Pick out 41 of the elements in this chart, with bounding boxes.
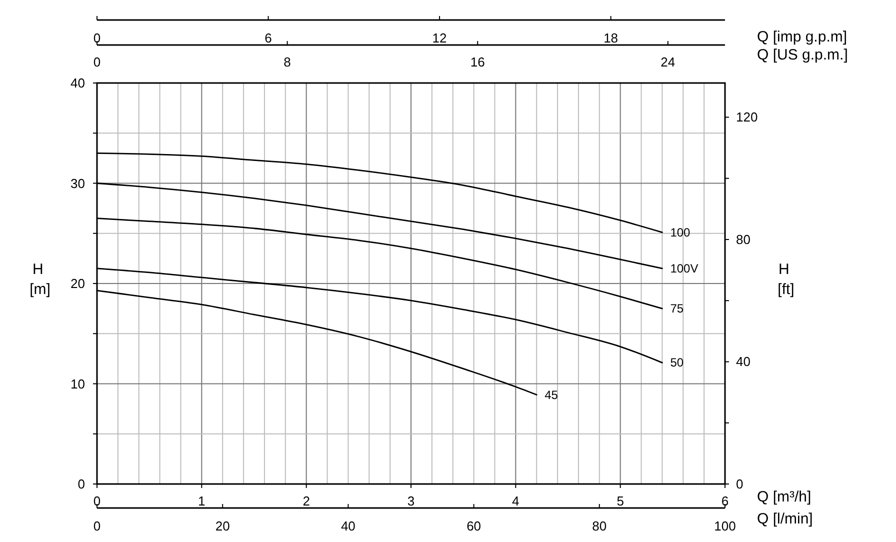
x-tick-label: 1 [198, 494, 206, 508]
x2-axis-title: Q [US g.p.m.] [757, 46, 848, 64]
series-label: 50 [670, 356, 684, 370]
x2-tick-label: 0 [93, 30, 101, 46]
x-tick-label: 5 [616, 494, 624, 508]
x-tick-label: 3 [407, 494, 415, 508]
series-label: 45 [544, 388, 558, 402]
x2-tick-label: 16 [470, 54, 485, 70]
x-axis-title: Q [l/min] [757, 510, 813, 528]
x2-tick-label: 6 [264, 30, 272, 46]
series-label: 75 [670, 302, 684, 316]
x-tick-label: 20 [215, 518, 230, 534]
series-label: 100 [670, 225, 691, 240]
x2-tick-label: 8 [284, 54, 291, 70]
y-tick-label: 20 [70, 276, 85, 291]
y-tick-label: 80 [736, 232, 750, 247]
y-tick-label: 0 [78, 476, 85, 492]
x2-tick-label: 0 [93, 54, 101, 70]
y-tick-label: 0 [736, 476, 744, 492]
x-tick-label: 2 [302, 494, 310, 508]
x2-tick-label: 18 [604, 30, 618, 46]
x-tick-label: 0 [93, 494, 101, 508]
y-axis-title: H [ft] [778, 261, 794, 298]
x-tick-label: 6 [721, 494, 729, 508]
y-tick-label: 40 [70, 76, 85, 90]
x2-axis-title: Q [imp g.p.m] [757, 28, 848, 46]
series-label: 100V [670, 261, 698, 276]
x2-tick-label: 24 [660, 54, 676, 70]
x2-tick-label: 12 [432, 30, 447, 46]
x-tick-label: 4 [512, 494, 520, 508]
x-axis-title: Q [m³/h] [757, 488, 812, 506]
y-tick-label: 10 [70, 376, 85, 392]
x-tick-label: 40 [340, 518, 356, 534]
x-tick-label: 60 [466, 518, 482, 534]
y-tick-label: 120 [736, 110, 758, 125]
y-tick-label: 40 [736, 354, 750, 370]
y-tick-label: 30 [70, 176, 85, 191]
x-tick-label: 80 [592, 518, 607, 534]
x-tick-label: 0 [93, 518, 101, 534]
y-axis-title: H [m] [30, 261, 50, 298]
x-tick-label: 100 [714, 518, 736, 534]
